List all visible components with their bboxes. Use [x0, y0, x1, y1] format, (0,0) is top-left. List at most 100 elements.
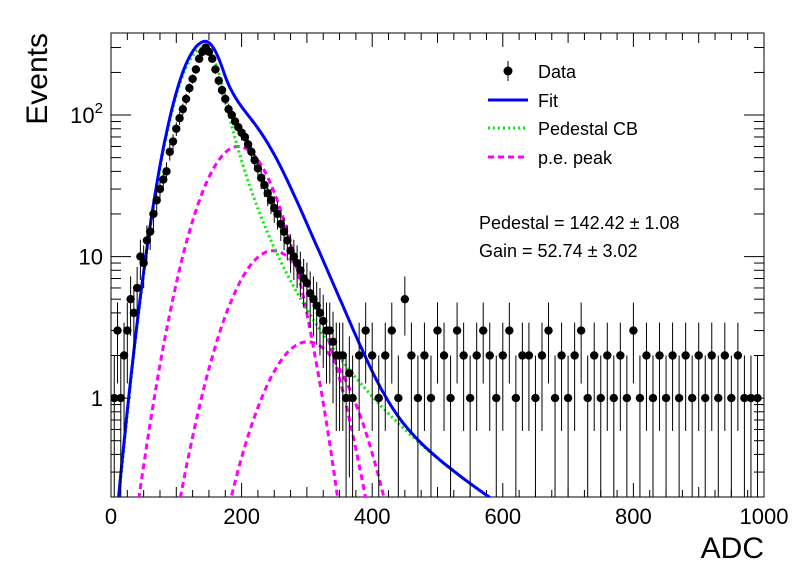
legend: Data Fit Pedestal CB p.e. peak	[488, 61, 638, 168]
marker	[181, 94, 191, 104]
marker	[753, 393, 762, 403]
marker	[309, 294, 318, 304]
data-point	[354, 322, 364, 431]
marker	[740, 393, 749, 403]
data-point	[479, 302, 488, 384]
data-point	[374, 355, 383, 497]
marker	[217, 85, 227, 95]
marker	[394, 393, 403, 403]
data-point	[570, 322, 579, 431]
x-tick-label: 200	[223, 504, 260, 529]
data-point	[368, 322, 377, 431]
x-tick-label: 0	[105, 504, 117, 529]
marker	[727, 393, 736, 403]
marker	[707, 351, 716, 360]
y-axis-label: Events	[21, 33, 54, 125]
marker	[208, 54, 217, 63]
data-point	[168, 134, 178, 150]
marker	[531, 393, 540, 403]
data-point	[563, 355, 573, 497]
x-tick-label: 1000	[740, 504, 789, 529]
data-point	[194, 54, 204, 63]
data-point	[214, 76, 223, 86]
marker	[283, 236, 292, 245]
data-point	[459, 322, 468, 431]
data-points	[111, 43, 762, 497]
marker	[279, 227, 289, 236]
marker	[149, 209, 158, 219]
marker	[276, 219, 285, 229]
marker	[221, 94, 230, 104]
data-point	[283, 225, 292, 261]
data-point	[492, 355, 501, 497]
marker	[746, 393, 756, 403]
x-tick-label: 800	[615, 504, 652, 529]
fit-result-text: Pedestal = 142.42 ± 1.08	[479, 213, 680, 233]
marker	[544, 326, 553, 335]
data-point	[273, 201, 282, 230]
y-tick-label: 1	[91, 386, 103, 411]
marker	[129, 308, 139, 318]
legend-entry: Data	[503, 61, 577, 82]
marker	[407, 351, 416, 360]
marker	[315, 308, 325, 318]
marker	[479, 326, 488, 335]
marker	[168, 137, 178, 146]
marker	[292, 258, 302, 268]
data-point	[188, 74, 197, 84]
data-point	[557, 322, 566, 431]
marker	[256, 173, 266, 183]
marker	[155, 184, 165, 194]
marker	[511, 393, 521, 403]
marker	[111, 393, 119, 403]
data-point	[139, 245, 148, 288]
marker	[132, 283, 142, 293]
marker	[459, 351, 468, 360]
data-point	[208, 54, 217, 63]
marker	[123, 326, 132, 335]
marker	[674, 393, 684, 403]
marker	[253, 164, 263, 173]
marker	[622, 393, 632, 403]
data-point	[583, 355, 592, 497]
marker	[119, 351, 129, 360]
data-point	[152, 189, 161, 214]
marker	[485, 351, 494, 360]
data-point	[498, 322, 507, 431]
pe-peak-curve-2	[178, 249, 367, 497]
data-point	[681, 322, 690, 431]
data-point	[149, 201, 158, 230]
data-point	[590, 322, 599, 431]
data-point	[394, 355, 403, 497]
data-point	[292, 245, 302, 288]
marker	[433, 326, 442, 335]
marker	[328, 337, 338, 346]
marker	[243, 140, 253, 149]
data-point	[668, 322, 677, 431]
marker	[714, 393, 723, 403]
data-point	[341, 355, 351, 497]
data-point	[433, 302, 442, 384]
data-point	[111, 355, 119, 497]
marker	[629, 326, 638, 335]
data-point	[550, 355, 560, 497]
marker	[354, 351, 364, 360]
data-point	[136, 239, 145, 280]
data-point	[126, 276, 135, 336]
data-point	[714, 355, 723, 497]
marker	[687, 393, 697, 403]
x-axis-label: ADC	[701, 532, 764, 565]
legend-entry: Fit	[488, 91, 558, 111]
marker	[387, 326, 396, 335]
marker	[492, 393, 501, 403]
data-point	[181, 93, 191, 105]
data-point	[746, 355, 756, 497]
marker	[185, 83, 194, 93]
marker	[603, 351, 612, 360]
marker	[524, 351, 534, 360]
data-point	[472, 322, 481, 431]
marker	[661, 393, 671, 403]
data-point	[113, 302, 122, 384]
legend-marker	[503, 66, 513, 76]
data-point	[674, 355, 684, 497]
